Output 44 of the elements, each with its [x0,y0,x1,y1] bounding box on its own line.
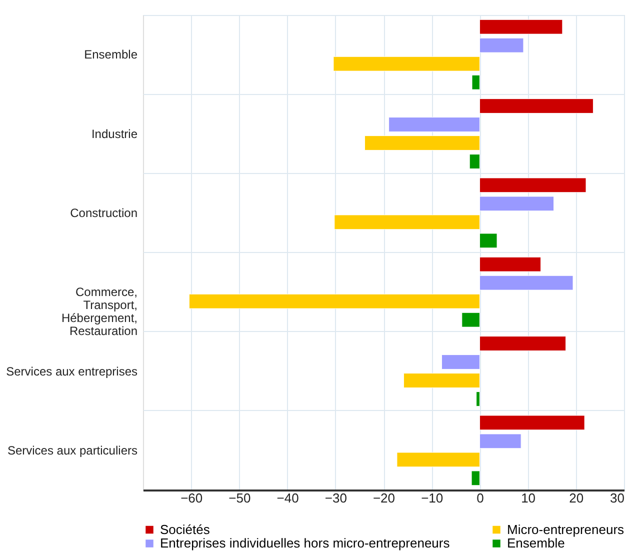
bar [479,233,498,248]
x-tick-label: −60 [180,490,203,506]
bar [479,336,566,351]
x-tick-label: 10 [521,490,536,506]
bar [479,275,574,290]
x-tick-label: 0 [476,490,484,506]
bar [472,74,480,90]
legend-label: Sociétés [160,522,210,537]
y-tick-label: Industrie [91,126,138,141]
bar [441,354,480,370]
x-tick-label: 30 [610,490,624,506]
bar [334,214,480,230]
x-tick-label: −10 [421,490,444,506]
x-tick-label: −40 [276,490,299,506]
bar [333,56,480,72]
bar [462,312,480,328]
x-tick-label: −50 [228,490,251,506]
bar [469,154,480,169]
bar [479,196,554,212]
y-tick-label: Services aux entreprises [6,364,138,378]
bar [388,117,480,132]
y-tick-label: Construction [70,206,138,220]
bar [471,470,480,486]
bar [479,415,585,430]
bar [479,38,524,53]
y-tick-label: Services aux particuliers [7,443,138,458]
y-tick-label: Commerce, Transport, Hébergement, Restauration [61,285,138,338]
bar [364,136,480,150]
y-tick-label: Ensemble [84,48,138,62]
x-tick-label: 20 [569,490,584,506]
x-tick-label: −20 [372,490,396,506]
bar [403,373,480,388]
bar [479,256,542,272]
bar [479,98,594,114]
bar [476,392,480,406]
bar [479,19,563,34]
legend-label: Entreprises individuelles hors micro-entrepreneurs [160,536,450,550]
bar [396,452,480,468]
legend-label: Ensemble [507,536,565,550]
bar [479,178,586,193]
bar [479,434,522,449]
x-tick-label: −30 [324,490,347,506]
bar [188,294,480,309]
legend-label: Micro-entrepreneurs [507,522,625,537]
